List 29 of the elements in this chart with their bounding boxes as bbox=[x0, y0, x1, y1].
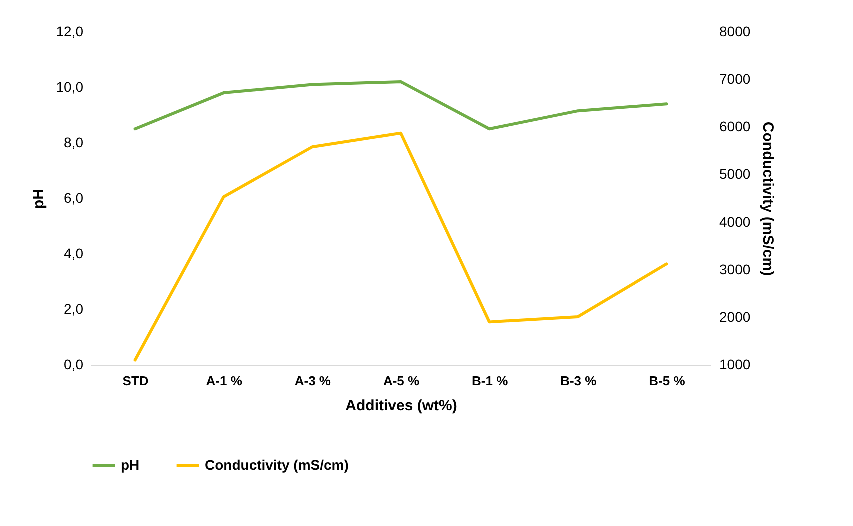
y2-tick-label: 7000 bbox=[720, 71, 751, 88]
line-series bbox=[134, 132, 668, 362]
y2-tick-label: 5000 bbox=[720, 166, 751, 182]
y-tick-label: 0,0 bbox=[64, 356, 84, 372]
y-tick-label: 2,0 bbox=[64, 301, 84, 317]
y2-tick-label: 6000 bbox=[720, 118, 751, 135]
legend-label: Conductivity (mS/cm) bbox=[205, 457, 349, 473]
x-tick-label: STD bbox=[122, 374, 149, 388]
x-tick-label: B-1 % bbox=[472, 374, 509, 388]
x-tick-label: A-5 % bbox=[383, 374, 420, 388]
y-tick-label: 8,0 bbox=[64, 134, 84, 150]
x-tick-label: A-3 % bbox=[294, 374, 332, 388]
y2-tick-label: 3000 bbox=[720, 261, 751, 278]
y2-tick-label: 8000 bbox=[720, 24, 751, 40]
y-tick-label: 6,0 bbox=[64, 190, 84, 206]
y-axis-title: pH bbox=[30, 189, 48, 209]
x-tick-label: B-3 % bbox=[560, 374, 598, 388]
y2-axis-title: Conductivity (mS/cm) bbox=[760, 122, 777, 276]
line-series bbox=[134, 80, 668, 131]
y2-tick-label: 2000 bbox=[720, 308, 751, 325]
x-tick-label: A-1 % bbox=[206, 374, 243, 388]
x-tick-label: B-5 % bbox=[649, 374, 686, 388]
y2-tick-label: 1000 bbox=[720, 356, 751, 372]
y-tick-label: 4,0 bbox=[64, 246, 84, 262]
y2-tick-label: 4000 bbox=[720, 214, 751, 230]
legend-label: pH bbox=[121, 457, 140, 473]
y-tick-label: 12,0 bbox=[56, 24, 84, 40]
y-tick-label: 10,0 bbox=[56, 79, 84, 95]
x-axis-title: Additives (wt%) bbox=[346, 398, 458, 414]
